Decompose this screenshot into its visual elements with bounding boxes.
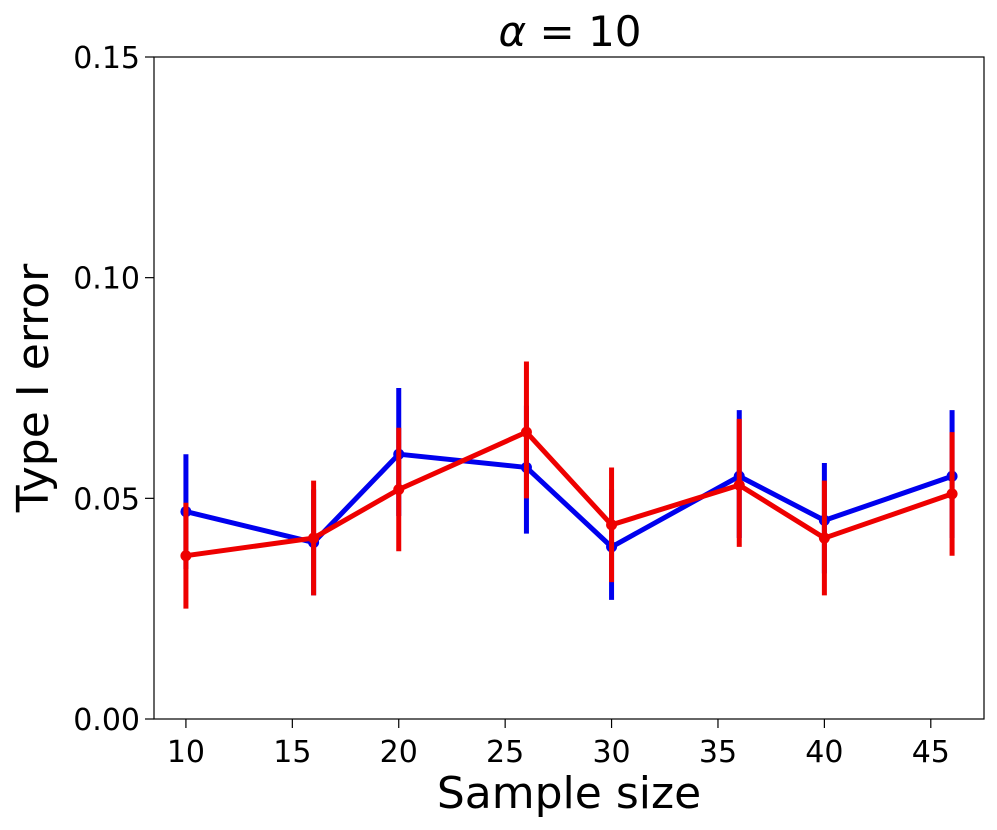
data-point bbox=[818, 532, 830, 544]
x-tick-label: 30 bbox=[592, 735, 630, 770]
y-tick-label: 0.05 bbox=[73, 482, 140, 517]
blue-series bbox=[180, 388, 958, 600]
x-tick-label: 45 bbox=[912, 735, 950, 770]
data-point bbox=[520, 426, 532, 438]
chart-title-rest: = 10 bbox=[526, 7, 641, 56]
data-point bbox=[308, 532, 320, 544]
x-tick-label: 25 bbox=[486, 735, 524, 770]
red-series bbox=[180, 361, 958, 609]
x-axis-label: Sample size bbox=[437, 768, 701, 819]
data-point bbox=[393, 484, 405, 496]
y-axis-label: Type I error bbox=[8, 263, 59, 513]
x-axis: 10 15 20 25 30 35 40 45 bbox=[167, 719, 950, 770]
x-tick-label: 20 bbox=[380, 735, 418, 770]
data-point bbox=[946, 488, 958, 500]
y-tick-label: 0.15 bbox=[73, 41, 140, 76]
data-point bbox=[733, 479, 745, 491]
y-tick-label: 0.00 bbox=[73, 703, 140, 738]
x-tick-label: 10 bbox=[167, 735, 205, 770]
y-tick-label: 0.10 bbox=[73, 262, 140, 297]
chart-title: α = 10 bbox=[498, 7, 641, 56]
data-point bbox=[606, 519, 618, 531]
plot-area bbox=[153, 56, 985, 720]
x-tick-label: 15 bbox=[273, 735, 311, 770]
series-line bbox=[183, 429, 955, 559]
series-layer bbox=[180, 361, 958, 609]
x-tick-label: 40 bbox=[805, 735, 843, 770]
y-axis: 0.00 0.05 0.10 0.15 bbox=[73, 41, 154, 738]
data-point bbox=[180, 550, 192, 562]
chart-title-symbol: α bbox=[498, 7, 526, 56]
x-tick-label: 35 bbox=[699, 735, 737, 770]
